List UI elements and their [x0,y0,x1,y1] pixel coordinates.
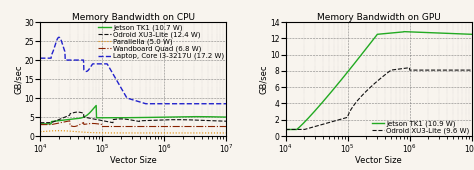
Title: Memory Bandwidth on CPU: Memory Bandwidth on CPU [72,13,195,22]
Legend: Jetson TK1 (10.9 W), Odroid XU3-Lite (9.6 W): Jetson TK1 (10.9 W), Odroid XU3-Lite (9.… [371,120,470,135]
Title: Memory Bandwidth on GPU: Memory Bandwidth on GPU [317,13,440,22]
X-axis label: Vector Size: Vector Size [356,156,402,165]
Legend: Jetson TK1 (10.7 W), Odroid XU3-Lite (12.4 W), Parallella (5.0 W), Wandboard Qua: Jetson TK1 (10.7 W), Odroid XU3-Lite (12… [98,23,225,60]
Y-axis label: GB/sec: GB/sec [259,64,268,94]
Y-axis label: GB/sec: GB/sec [14,64,23,94]
X-axis label: Vector Size: Vector Size [110,156,156,165]
